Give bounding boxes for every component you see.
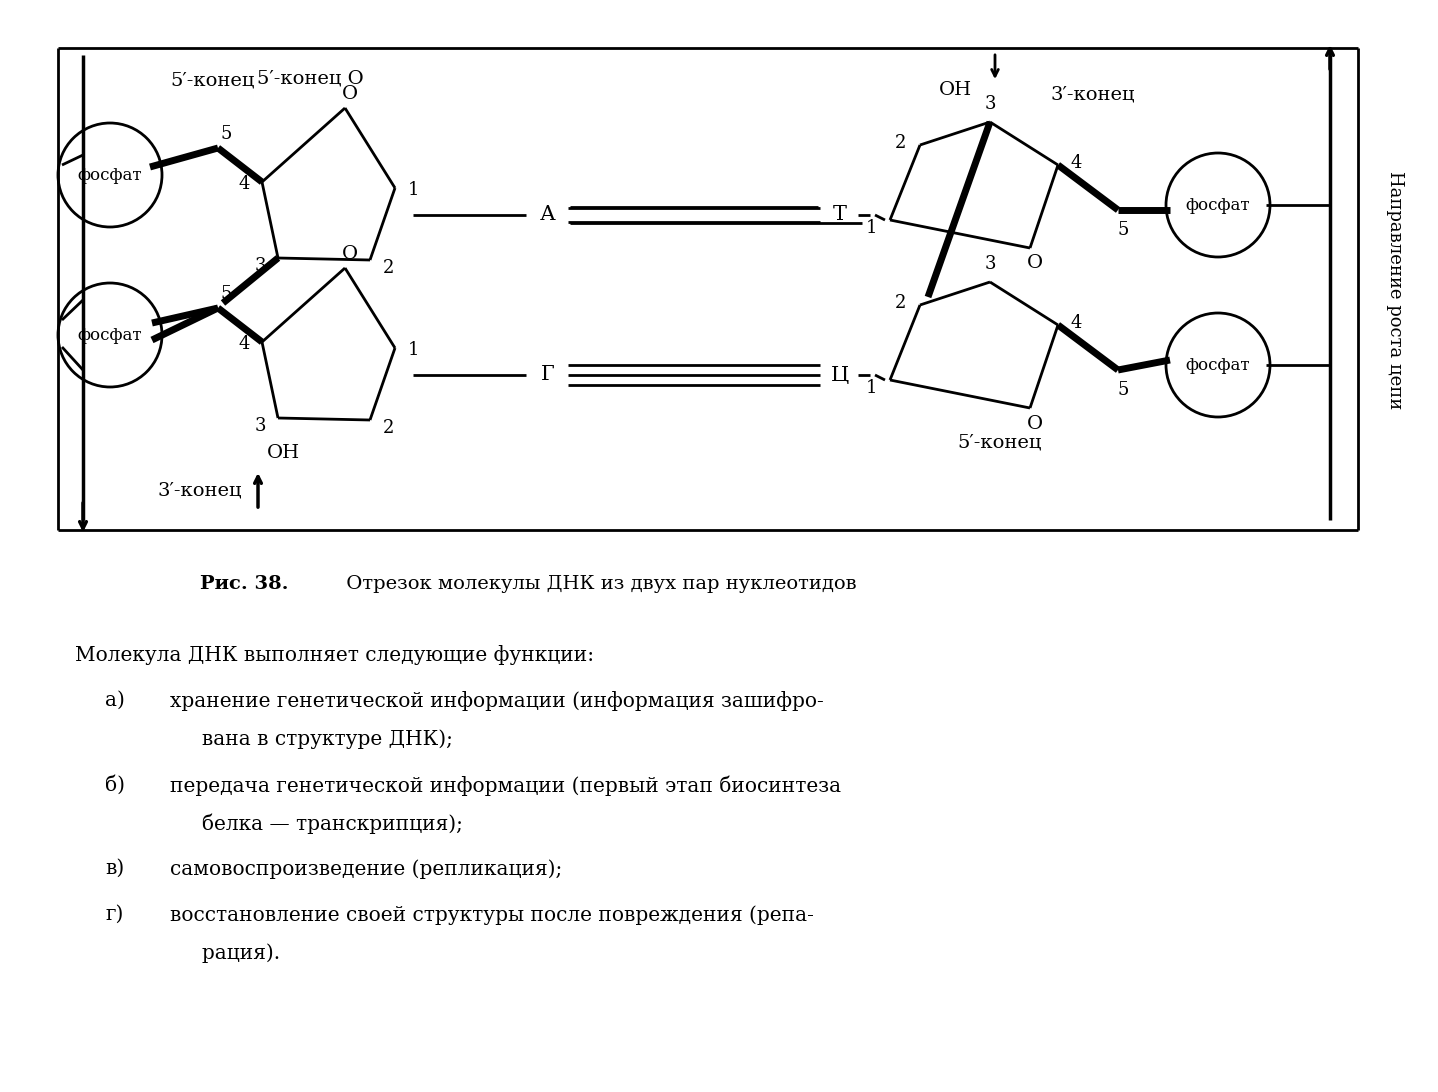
Text: передача генетической информации (первый этап биосинтеза: передача генетической информации (первый…	[170, 775, 841, 795]
Text: 4: 4	[239, 335, 250, 353]
Text: 1: 1	[407, 181, 418, 199]
Text: O: O	[1027, 415, 1043, 434]
Text: OH: OH	[939, 81, 972, 99]
Text: 3′-конец: 3′-конец	[1050, 85, 1135, 103]
Text: O: O	[1027, 254, 1043, 272]
Text: 3: 3	[255, 417, 266, 435]
Text: 5: 5	[220, 285, 232, 302]
Text: Отрезок молекулы ДНК из двух пар нуклеотидов: Отрезок молекулы ДНК из двух пар нуклеот…	[339, 575, 857, 593]
Text: г): г)	[105, 905, 124, 924]
Text: Направление роста цепи: Направление роста цепи	[1386, 170, 1403, 410]
Text: самовоспроизведение (репликация);: самовоспроизведение (репликация);	[170, 859, 562, 879]
Text: Ц: Ц	[831, 366, 848, 384]
Text: Рис. 38.: Рис. 38.	[200, 575, 289, 593]
Text: 4: 4	[1070, 154, 1081, 173]
Text: Г: Г	[541, 366, 555, 384]
Text: а): а)	[105, 691, 125, 710]
Text: 5′-конец О: 5′-конец О	[256, 69, 364, 87]
Text: А: А	[541, 205, 557, 225]
Text: 3: 3	[255, 257, 266, 275]
Text: O: O	[342, 85, 358, 103]
Text: O: O	[342, 245, 358, 263]
Text: OH: OH	[266, 444, 299, 462]
Text: Т: Т	[833, 205, 847, 225]
Text: фосфат: фосфат	[1186, 356, 1250, 373]
Text: 5: 5	[1117, 221, 1129, 239]
Text: 2: 2	[894, 294, 906, 312]
Text: 2: 2	[894, 134, 906, 152]
Text: 2: 2	[383, 419, 394, 437]
Text: 1: 1	[866, 379, 877, 397]
Text: 2: 2	[383, 259, 394, 277]
Text: 5: 5	[220, 124, 232, 143]
Text: 5′-конец: 5′-конец	[171, 71, 255, 90]
Text: фосфат: фосфат	[1186, 197, 1250, 214]
Text: 1: 1	[866, 219, 877, 237]
Text: фосфат: фосфат	[78, 327, 142, 344]
Text: 3: 3	[984, 256, 995, 273]
Text: 3′-конец: 3′-конец	[158, 480, 242, 499]
Text: в): в)	[105, 859, 124, 878]
Text: Молекула ДНК выполняет следующие функции:: Молекула ДНК выполняет следующие функции…	[75, 645, 594, 665]
Text: 3: 3	[984, 95, 995, 112]
Text: хранение генетической информации (информация зашифро-: хранение генетической информации (информ…	[170, 691, 824, 711]
Text: 4: 4	[239, 175, 250, 193]
Text: белка — транскрипция);: белка — транскрипция);	[170, 814, 463, 833]
Text: вана в структуре ДНК);: вана в структуре ДНК);	[170, 729, 453, 749]
Text: 5: 5	[1117, 381, 1129, 399]
Text: рация).: рация).	[170, 943, 280, 963]
Text: 4: 4	[1070, 314, 1081, 332]
Text: восстановление своей структуры после повреждения (репа-: восстановление своей структуры после пов…	[170, 905, 814, 925]
Text: 1: 1	[407, 341, 418, 359]
Text: 5′-конец: 5′-конец	[958, 434, 1043, 452]
Text: фосфат: фосфат	[78, 166, 142, 183]
Text: б): б)	[105, 775, 125, 795]
